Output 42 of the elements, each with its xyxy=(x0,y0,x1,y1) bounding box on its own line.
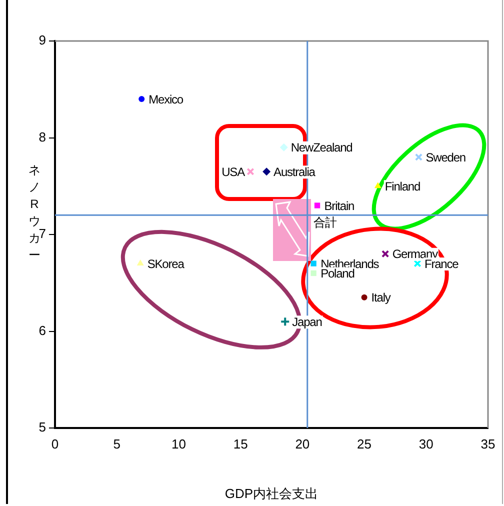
x-tick-label: 15 xyxy=(233,436,248,452)
point xyxy=(414,260,422,268)
point xyxy=(361,294,368,300)
series-label: NewZealand xyxy=(290,140,352,155)
series-label: Britain xyxy=(324,198,354,213)
point xyxy=(374,182,382,188)
y-tick-label: 9 xyxy=(38,32,46,48)
y-axis-title: ネノRウカー xyxy=(28,162,40,264)
series-label: Mexico xyxy=(148,92,184,106)
point xyxy=(314,202,320,208)
point xyxy=(262,168,271,176)
x-tick-label: 30 xyxy=(418,436,434,452)
x-tick-label: 25 xyxy=(357,436,372,452)
y-tick-label: 7 xyxy=(38,226,46,242)
series-label: France xyxy=(424,256,460,271)
series-label: Japan xyxy=(292,314,322,329)
point xyxy=(414,153,423,161)
series-label: Poland xyxy=(320,266,354,281)
x-tick-label: 10 xyxy=(171,436,186,452)
point xyxy=(280,316,290,327)
x-tick-label: 20 xyxy=(295,436,310,452)
point xyxy=(310,270,316,276)
y-tick-label: 6 xyxy=(38,322,46,338)
point xyxy=(381,250,390,258)
series-label: Italy xyxy=(371,290,391,305)
point xyxy=(310,260,316,266)
y-tick-label: 8 xyxy=(38,129,46,144)
series-label: Sweden xyxy=(426,150,466,164)
series-label: SKorea xyxy=(147,256,185,271)
annotation: 合計 xyxy=(313,215,337,230)
x-axis-title: GDP内社会支出 xyxy=(224,486,318,501)
x-tick-label: 0 xyxy=(51,436,59,452)
y-tick-label: 5 xyxy=(38,420,46,435)
series-label: Finland xyxy=(384,179,420,194)
series-label: Australia xyxy=(274,164,316,179)
series-label: USA xyxy=(222,164,246,179)
point xyxy=(246,168,254,176)
point xyxy=(280,143,288,152)
x-tick-label: 35 xyxy=(480,436,496,452)
x-tick-label: 5 xyxy=(113,436,120,452)
point xyxy=(138,96,145,102)
point xyxy=(136,260,144,266)
